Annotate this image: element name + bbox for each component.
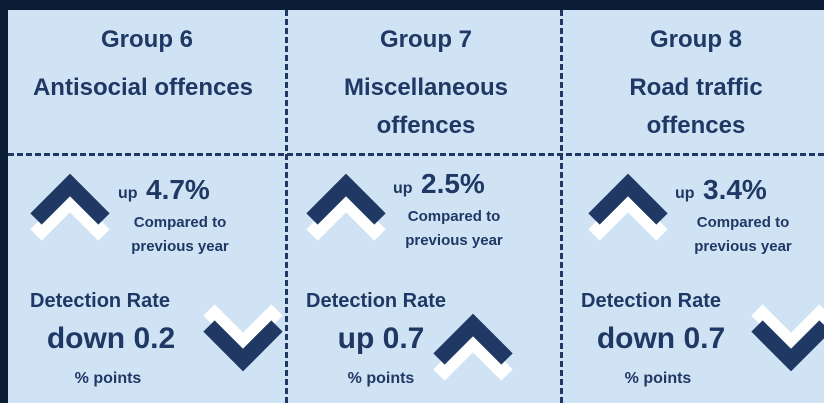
comparison: Compared to (407, 208, 501, 225)
group-title: offences (376, 112, 476, 139)
change-direction: up (393, 180, 413, 197)
up-arrow (588, 173, 668, 241)
comparison: previous year (694, 238, 792, 255)
detection-label: Detection Rate (30, 290, 171, 312)
group-column: Group 6 Antisocial offences up 4.7% Comp… (8, 10, 285, 403)
comparison: previous year (405, 232, 503, 249)
group-label: Group 7 (379, 26, 473, 53)
change-direction: up (118, 185, 138, 202)
group-label: Group 6 (100, 26, 194, 53)
divider (285, 10, 288, 403)
comparison: previous year (131, 238, 229, 255)
detection-change: down 0.7 (596, 322, 726, 355)
change-value: 3.4% (703, 174, 767, 205)
comparison: Compared to (696, 214, 790, 231)
group-title: Road traffic (629, 74, 763, 101)
group-title: Antisocial offences (32, 74, 254, 101)
change-value: 2.5% (421, 168, 485, 199)
group-title: Miscellaneous (343, 74, 509, 101)
change-direction: up (675, 185, 695, 202)
up-arrow (306, 173, 386, 241)
down-arrow (751, 304, 824, 372)
group-label: Group 8 (649, 26, 743, 53)
detection-unit: % points (624, 370, 692, 387)
comparison: Compared to (133, 214, 227, 231)
detection-change: up 0.7 (337, 322, 425, 355)
detection-label: Detection Rate (581, 290, 722, 312)
group-column: Group 7 Miscellaneous offences up 2.5% C… (288, 10, 560, 403)
group-title: offences (646, 112, 746, 139)
detection-change: down 0.2 (46, 322, 176, 355)
down-arrow (203, 304, 283, 372)
up-arrow (30, 173, 110, 241)
detection-unit: % points (74, 370, 142, 387)
panel: Group 6 Antisocial offences up 4.7% Comp… (8, 10, 824, 403)
divider (8, 153, 824, 156)
divider (560, 10, 563, 403)
detection-unit: % points (347, 370, 415, 387)
group-column: Group 8 Road traffic offences up 3.4% Co… (563, 10, 824, 403)
up-arrow (433, 313, 513, 381)
detection-label: Detection Rate (306, 290, 447, 312)
change-value: 4.7% (146, 174, 210, 205)
